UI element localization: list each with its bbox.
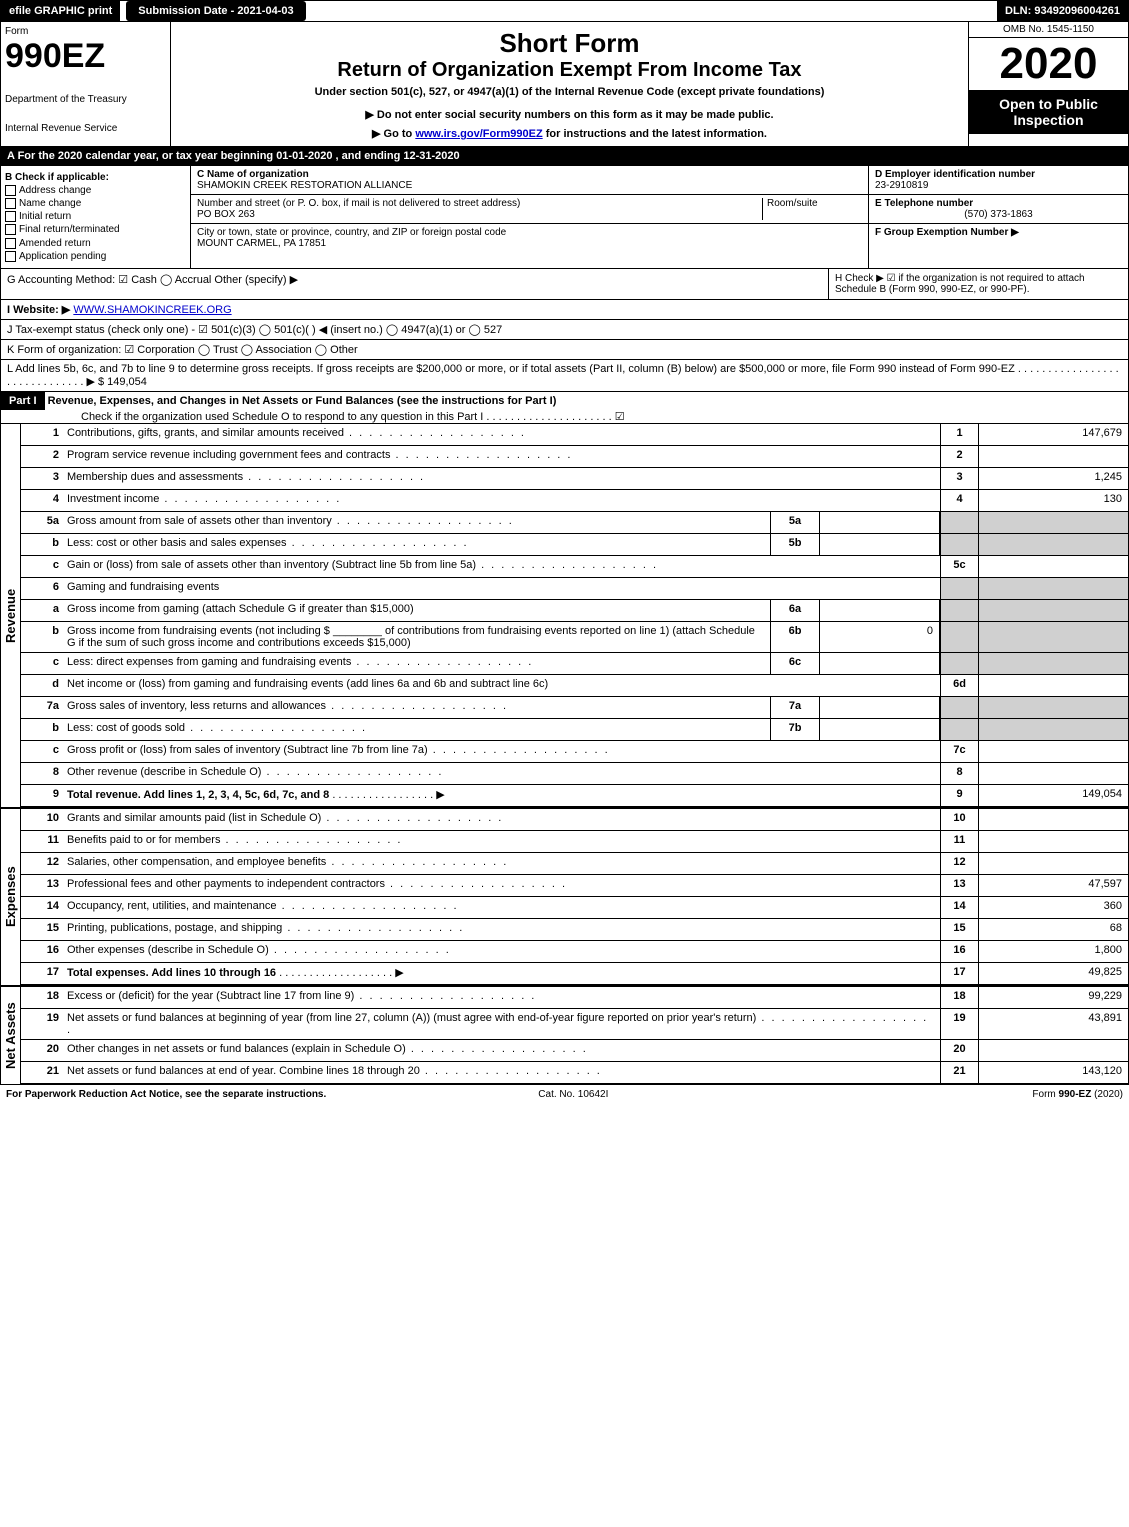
line-7c: cGross profit or (loss) from sales of in… — [20, 741, 1129, 763]
efile-label[interactable]: efile GRAPHIC print — [1, 1, 120, 21]
form-number: 990EZ — [5, 37, 166, 76]
line-6a: aGross income from gaming (attach Schedu… — [20, 600, 1129, 622]
footer-cat: Cat. No. 10642I — [538, 1089, 608, 1100]
box-b: B Check if applicable: Address change Na… — [1, 166, 191, 268]
subtitle: Under section 501(c), 527, or 4947(a)(1)… — [179, 86, 960, 98]
line-16: 16Other expenses (describe in Schedule O… — [20, 941, 1129, 963]
expenses-label: Expenses — [0, 809, 20, 985]
line-7a: 7aGross sales of inventory, less returns… — [20, 697, 1129, 719]
line-g: G Accounting Method: ☑ Cash ◯ Accrual Ot… — [1, 269, 828, 299]
line-6d: dNet income or (loss) from gaming and fu… — [20, 675, 1129, 697]
box-def: D Employer identification number 23-2910… — [868, 166, 1128, 268]
box-c: C Name of organization SHAMOKIN CREEK RE… — [191, 166, 868, 268]
line-gh: G Accounting Method: ☑ Cash ◯ Accrual Ot… — [0, 269, 1129, 300]
line-15: 15Printing, publications, postage, and s… — [20, 919, 1129, 941]
line-6b: bGross income from fundraising events (n… — [20, 622, 1129, 653]
website-label: I Website: ▶ — [7, 304, 70, 316]
revenue-label: Revenue — [0, 424, 20, 807]
line-12: 12Salaries, other compensation, and empl… — [20, 853, 1129, 875]
phone-label: E Telephone number — [875, 198, 1122, 209]
line-7b: bLess: cost of goods sold7b — [20, 719, 1129, 741]
ein: 23-2910819 — [875, 180, 1122, 191]
line-14: 14Occupancy, rent, utilities, and mainte… — [20, 897, 1129, 919]
page-footer: For Paperwork Reduction Act Notice, see … — [0, 1084, 1129, 1104]
box-b-title: B Check if applicable: — [5, 172, 186, 183]
title-return: Return of Organization Exempt From Incom… — [179, 59, 960, 82]
chk-initial[interactable]: Initial return — [5, 211, 186, 222]
part1-check: Check if the organization used Schedule … — [1, 411, 625, 423]
dept-label: Department of the Treasury — [5, 94, 166, 105]
part1-label: Part I — [1, 392, 45, 410]
line-5b: bLess: cost or other basis and sales exp… — [20, 534, 1129, 556]
dln: DLN: 93492096004261 — [997, 1, 1128, 21]
addr: PO BOX 263 — [197, 209, 255, 220]
chk-name[interactable]: Name change — [5, 198, 186, 209]
line-5c: cGain or (loss) from sale of assets othe… — [20, 556, 1129, 578]
line-11: 11Benefits paid to or for members11 — [20, 831, 1129, 853]
org-name: SHAMOKIN CREEK RESTORATION ALLIANCE — [197, 180, 412, 191]
chk-final[interactable]: Final return/terminated — [5, 224, 186, 235]
footer-form: Form 990-EZ (2020) — [1032, 1089, 1123, 1100]
line-13: 13Professional fees and other payments t… — [20, 875, 1129, 897]
entity-info: B Check if applicable: Address change Na… — [0, 166, 1129, 269]
line-21: 21Net assets or fund balances at end of … — [20, 1062, 1129, 1084]
part1-title: Revenue, Expenses, and Changes in Net As… — [48, 395, 557, 407]
city: MOUNT CARMEL, PA 17851 — [197, 238, 326, 249]
irs-link[interactable]: www.irs.gov/Form990EZ — [415, 128, 542, 140]
expenses-section: Expenses 10Grants and similar amounts pa… — [0, 807, 1129, 985]
line-17: 17Total expenses. Add lines 10 through 1… — [20, 963, 1129, 985]
top-bar: efile GRAPHIC print Submission Date - 20… — [0, 0, 1129, 22]
chk-pending[interactable]: Application pending — [5, 251, 186, 262]
tax-year: 2020 — [969, 38, 1128, 90]
line-6: 6Gaming and fundraising events — [20, 578, 1129, 600]
ein-label: D Employer identification number — [875, 169, 1122, 180]
website-link[interactable]: WWW.SHAMOKINCREEK.ORG — [73, 304, 231, 316]
line-2: 2Program service revenue including gover… — [20, 446, 1129, 468]
line-19: 19Net assets or fund balances at beginni… — [20, 1009, 1129, 1040]
line-a: A For the 2020 calendar year, or tax yea… — [0, 147, 1129, 166]
note-ssn: ▶ Do not enter social security numbers o… — [179, 108, 960, 121]
chk-address[interactable]: Address change — [5, 185, 186, 196]
room-label: Room/suite — [762, 198, 862, 220]
addr-label: Number and street (or P. O. box, if mail… — [197, 198, 520, 209]
netassets-label: Net Assets — [0, 987, 20, 1084]
goto-post: for instructions and the latest informat… — [543, 128, 767, 140]
note-goto: ▶ Go to www.irs.gov/Form990EZ for instru… — [179, 127, 960, 140]
line-9: 9Total revenue. Add lines 1, 2, 3, 4, 5c… — [20, 785, 1129, 807]
form-header: Form 990EZ Department of the Treasury In… — [0, 22, 1129, 147]
org-name-label: C Name of organization — [197, 169, 309, 180]
city-label: City or town, state or province, country… — [197, 227, 506, 238]
revenue-section: Revenue 1Contributions, gifts, grants, a… — [0, 424, 1129, 807]
line-6c: cLess: direct expenses from gaming and f… — [20, 653, 1129, 675]
footer-left: For Paperwork Reduction Act Notice, see … — [6, 1089, 326, 1100]
line-j: J Tax-exempt status (check only one) - ☑… — [0, 320, 1129, 340]
submission-date: Submission Date - 2021-04-03 — [126, 1, 305, 21]
form-label: Form — [5, 26, 166, 37]
line-k: K Form of organization: ☑ Corporation ◯ … — [0, 340, 1129, 360]
line-5a: 5aGross amount from sale of assets other… — [20, 512, 1129, 534]
netassets-section: Net Assets 18Excess or (deficit) for the… — [0, 985, 1129, 1084]
open-to-public: Open to Public Inspection — [969, 90, 1128, 134]
line-l: L Add lines 5b, 6c, and 7b to line 9 to … — [0, 360, 1129, 392]
line-i: I Website: ▶ WWW.SHAMOKINCREEK.ORG — [0, 300, 1129, 320]
line-10: 10Grants and similar amounts paid (list … — [20, 809, 1129, 831]
phone: (570) 373-1863 — [875, 209, 1122, 220]
omb-number: OMB No. 1545-1150 — [969, 22, 1128, 38]
line-20: 20Other changes in net assets or fund ba… — [20, 1040, 1129, 1062]
line-3: 3Membership dues and assessments31,245 — [20, 468, 1129, 490]
chk-amended[interactable]: Amended return — [5, 238, 186, 249]
title-short-form: Short Form — [179, 28, 960, 59]
line-4: 4Investment income4130 — [20, 490, 1129, 512]
irs-label: Internal Revenue Service — [5, 123, 166, 134]
group-exemption-label: F Group Exemption Number ▶ — [875, 227, 1122, 238]
goto-pre: ▶ Go to — [372, 128, 415, 140]
line-8: 8Other revenue (describe in Schedule O)8 — [20, 763, 1129, 785]
part1-header: Part I Revenue, Expenses, and Changes in… — [0, 392, 1129, 424]
line-1: 1Contributions, gifts, grants, and simil… — [20, 424, 1129, 446]
line-h: H Check ▶ ☑ if the organization is not r… — [828, 269, 1128, 299]
line-18: 18Excess or (deficit) for the year (Subt… — [20, 987, 1129, 1009]
